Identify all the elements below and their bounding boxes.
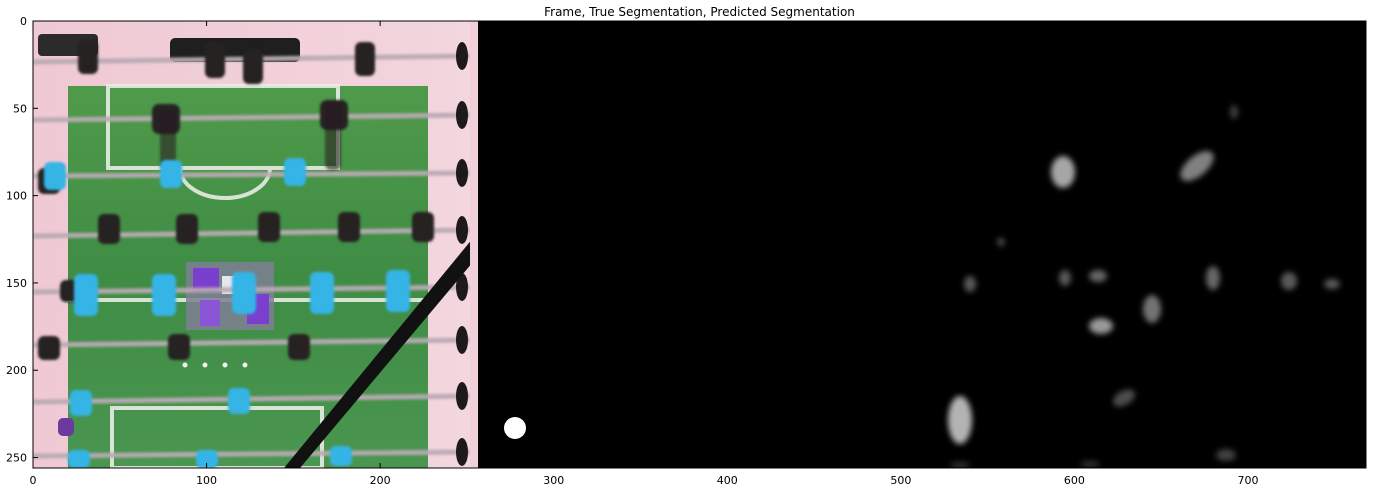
true-segmentation-panel: [478, 21, 922, 468]
x-tick-label: 300: [543, 474, 564, 487]
axes-frame: [32, 20, 1367, 469]
ball-mask: [504, 417, 526, 439]
x-tick-label: 400: [717, 474, 738, 487]
y-tick-label: 50: [13, 102, 27, 115]
y-tick-label: 100: [6, 190, 27, 203]
x-tick-label: 600: [1064, 474, 1085, 487]
x-axis: 0 100 200 300 400 500 600 700: [30, 21, 1258, 487]
y-tick-label: 250: [6, 452, 27, 465]
x-tick-label: 200: [370, 474, 391, 487]
x-tick-label: 500: [890, 474, 911, 487]
frame-image: [33, 21, 478, 468]
x-tick-label: 700: [1237, 474, 1258, 487]
y-tick-label: 200: [6, 364, 27, 377]
x-tick-label: 0: [30, 474, 37, 487]
plot-title: Frame, True Segmentation, Predicted Segm…: [544, 5, 855, 19]
y-tick-label: 0: [20, 15, 27, 28]
x-tick-label: 100: [196, 474, 217, 487]
predicted-segmentation-panel: [922, 21, 1366, 468]
y-axis: 0 50 100 150 200 250: [6, 15, 1366, 465]
y-tick-label: 150: [6, 277, 27, 290]
